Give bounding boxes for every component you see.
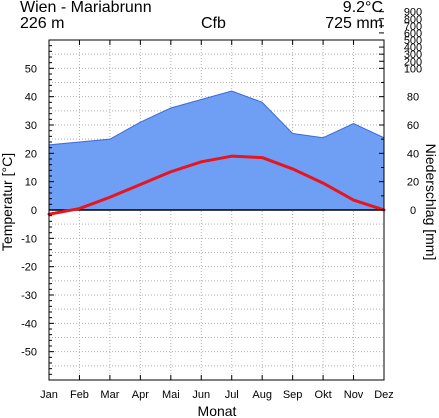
month-tick-label: Aug	[252, 389, 272, 401]
right-tick-label: 40	[407, 148, 419, 160]
annual-precipitation: 725 mm	[325, 15, 383, 32]
left-axis: -50 -40 -30 -20 -10 0 10 20 30 40 50	[21, 39, 54, 381]
right-tick-label: 800	[404, 14, 422, 26]
right-tick-label: 200	[404, 56, 422, 68]
month-tick-label: Dez	[374, 389, 394, 401]
right-tick-label: 400	[404, 42, 422, 54]
x-axis-title: Monat	[198, 403, 237, 418]
left-tick-label: 10	[25, 177, 37, 189]
left-tick-label: -20	[21, 262, 37, 274]
annual-mean-temperature: 9.2°C	[342, 0, 383, 16]
month-tick-label: Feb	[70, 389, 89, 401]
left-tick-label: -40	[21, 318, 37, 330]
koppen-climate-class: Cfb	[201, 15, 226, 32]
left-tick-label: 30	[25, 120, 37, 132]
right-tick-label: 100	[404, 63, 422, 75]
month-tick-label: Jan	[40, 389, 58, 401]
temperature-line	[47, 154, 386, 216]
right-axis-title: Niederschlag [mm]	[423, 144, 439, 261]
right-tick-label: 80	[407, 92, 419, 104]
right-tick-label: 500	[404, 35, 422, 47]
left-tick-label: 20	[25, 148, 37, 160]
month-tick-label: Apr	[132, 389, 149, 401]
right-tick-label: 900	[404, 7, 422, 19]
month-tick-label: Jul	[225, 389, 239, 401]
month-tick-label: Sep	[283, 389, 303, 401]
right-tick-label: 700	[404, 21, 422, 33]
precipitation-area	[48, 90, 385, 210]
left-tick-label: 40	[25, 92, 37, 104]
right-tick-label: 60	[407, 120, 419, 132]
left-axis-title: Temperatur [°C]	[0, 153, 15, 251]
month-tick-label: Jun	[192, 389, 210, 401]
right-tick-label: 300	[404, 49, 422, 61]
right-tick-label: 600	[404, 28, 422, 40]
month-tick-label: Mar	[100, 389, 119, 401]
left-tick-label: 50	[25, 63, 37, 75]
precipitation-fill	[49, 91, 384, 210]
month-tick-label: Nov	[344, 389, 364, 401]
temperature-curve	[47, 154, 386, 216]
left-tick-label: -10	[21, 233, 37, 245]
precipitation-line	[48, 90, 385, 146]
left-tick-label: -30	[21, 290, 37, 302]
right-tick-label: 20	[407, 177, 419, 189]
right-tick-label: 0	[410, 205, 416, 217]
station-altitude: 226 m	[20, 15, 65, 32]
month-tick-label: Okt	[315, 389, 332, 401]
bottom-axis: Jan Feb Mar Apr Mai Jun Jul Aug Sep Okt Nov Dez	[40, 40, 394, 401]
month-tick-label: Mai	[162, 389, 180, 401]
left-tick-label: 0	[31, 205, 37, 217]
station-name: Wien - Mariabrunn	[20, 0, 152, 16]
left-tick-label: -50	[21, 347, 37, 359]
